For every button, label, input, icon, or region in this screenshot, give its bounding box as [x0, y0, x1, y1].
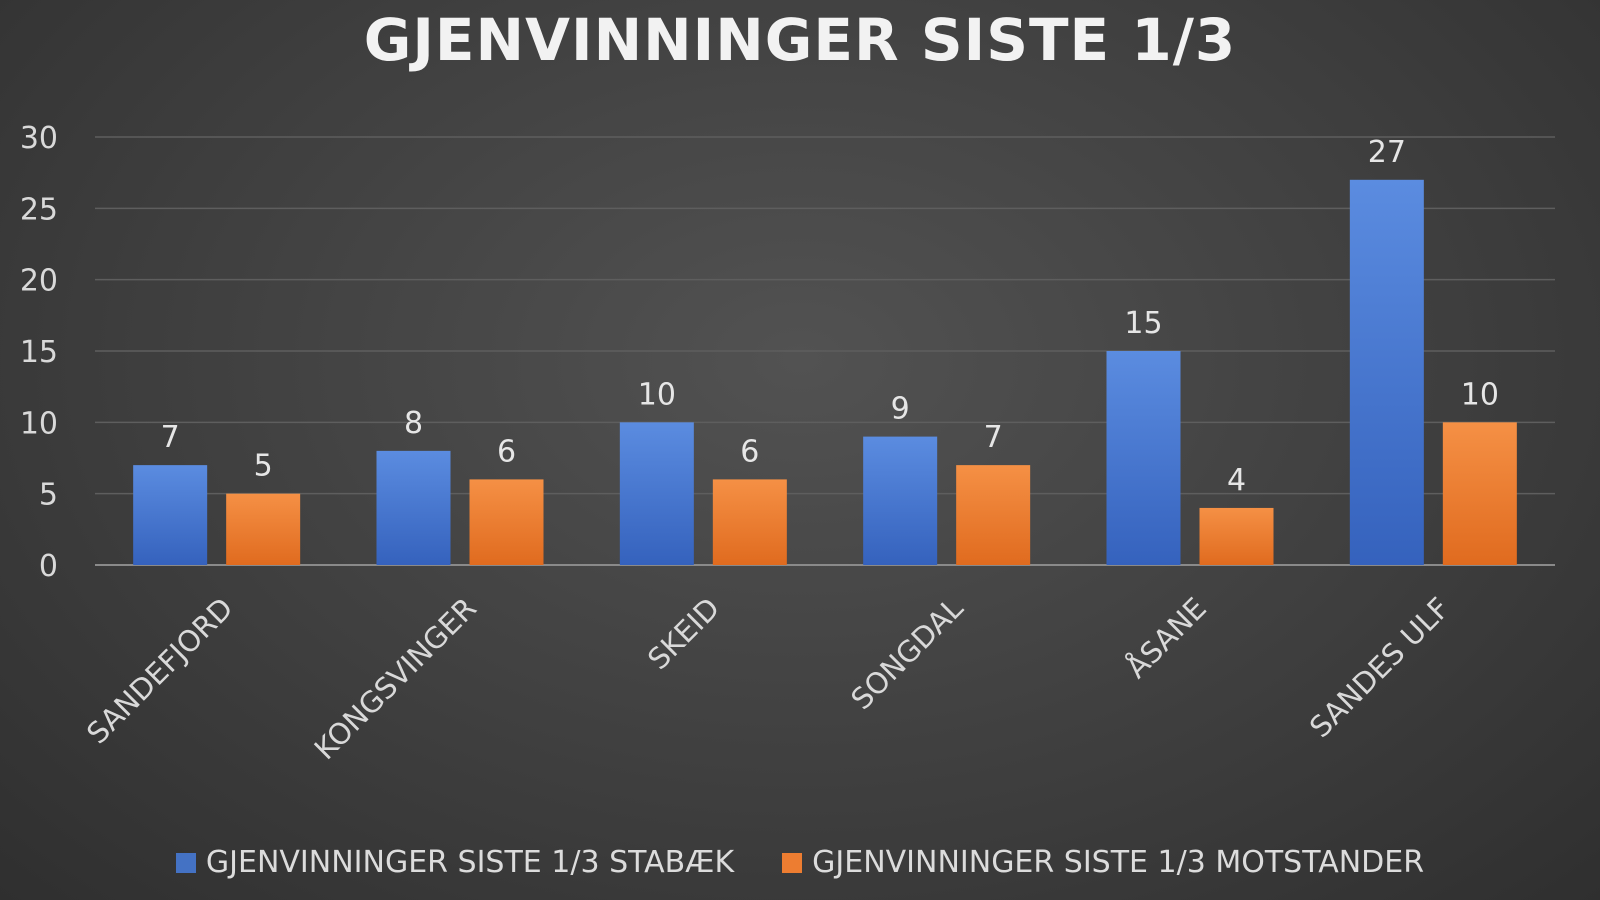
bar-stabaek — [376, 450, 451, 565]
x-category-label: SONGDAL — [844, 591, 969, 716]
bar-motstander — [1199, 507, 1274, 565]
y-tick-label: 5 — [39, 478, 58, 513]
bar-stabaek — [133, 465, 208, 565]
x-category-label: SANDES ULF — [1303, 591, 1456, 744]
bar-motstander — [712, 479, 787, 565]
bar-motstander — [469, 479, 544, 565]
y-tick-label: 0 — [39, 549, 58, 584]
x-category-label: SANDEFJORD — [80, 591, 240, 751]
legend: GJENVINNINGER SISTE 1/3 STABÆK GJENVINNI… — [0, 845, 1600, 880]
legend-item-stabaek: GJENVINNINGER SISTE 1/3 STABÆK — [175, 845, 735, 880]
legend-swatch-stabaek — [175, 852, 196, 873]
data-label: 10 — [638, 377, 676, 412]
x-category-label: ÅSANE — [1119, 591, 1213, 685]
bar-stabaek — [863, 436, 938, 565]
y-tick-label: 10 — [20, 406, 58, 441]
x-category-label: SKEID — [641, 591, 726, 676]
bar-stabaek — [1106, 351, 1181, 565]
legend-swatch-motstander — [782, 852, 803, 873]
data-label: 15 — [1124, 306, 1162, 341]
bar-motstander — [1442, 422, 1517, 565]
y-tick-label: 15 — [20, 335, 58, 370]
chart-title: GJENVINNINGER SISTE 1/3 — [363, 6, 1237, 74]
data-label: 7 — [984, 420, 1003, 455]
y-tick-label: 30 — [20, 121, 58, 156]
data-label: 9 — [891, 392, 910, 427]
bar-stabaek — [619, 422, 694, 565]
x-category-label: KONGSVINGER — [308, 591, 483, 766]
data-label: 5 — [254, 449, 273, 484]
bar-motstander — [226, 493, 301, 565]
legend-item-motstander: GJENVINNINGER SISTE 1/3 MOTSTANDER — [782, 845, 1424, 880]
legend-label-motstander: GJENVINNINGER SISTE 1/3 MOTSTANDER — [812, 845, 1425, 880]
data-label: 10 — [1461, 377, 1499, 412]
data-label: 7 — [161, 420, 180, 455]
bar-stabaek — [1349, 179, 1424, 566]
bar-motstander — [956, 465, 1031, 565]
legend-label-stabaek: GJENVINNINGER SISTE 1/3 STABÆK — [205, 845, 735, 880]
data-label: 6 — [740, 434, 759, 469]
data-label: 8 — [404, 406, 423, 441]
data-label: 4 — [1227, 463, 1246, 498]
data-label: 27 — [1368, 135, 1406, 170]
y-tick-label: 25 — [20, 192, 58, 227]
data-label: 6 — [497, 434, 516, 469]
y-tick-label: 20 — [20, 264, 58, 299]
